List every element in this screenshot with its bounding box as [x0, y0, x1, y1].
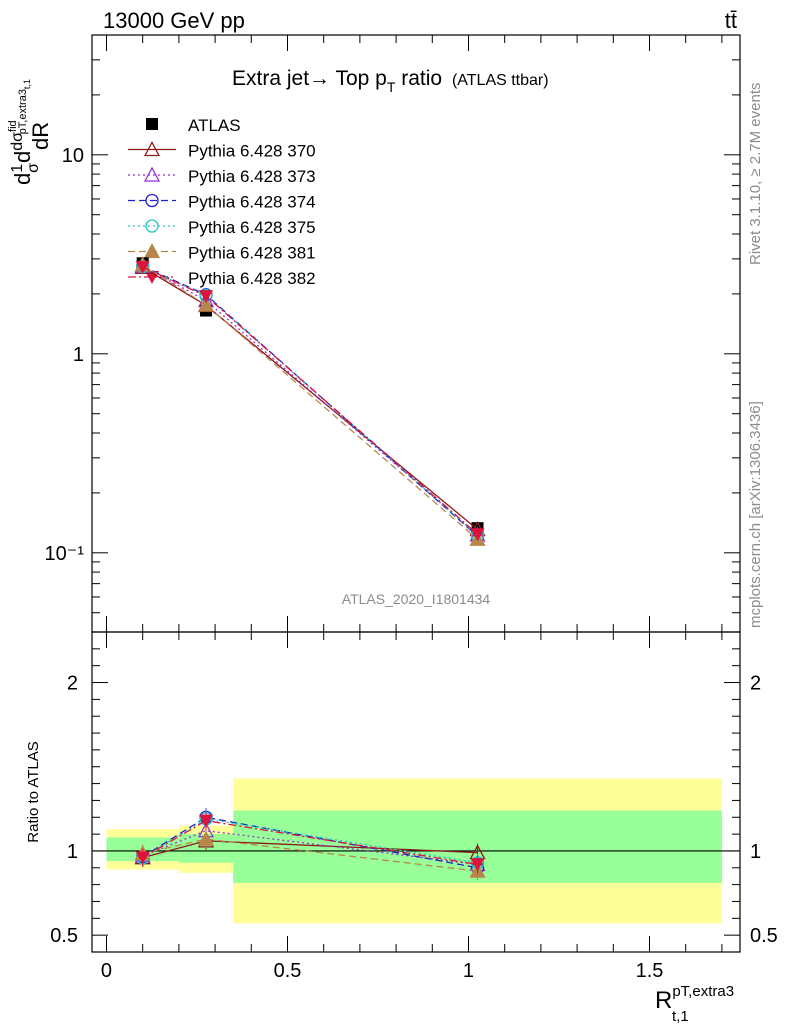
legend-label-4: Pythia 6.428 375 [188, 218, 316, 237]
ratio-ytick-label: 2 [67, 673, 78, 695]
ratio-ytick-label: 0.5 [50, 925, 78, 947]
legend: ATLAS Pythia 6.428 370 Pythia 6.428 373 Pyt… [128, 116, 316, 288]
x-axis-label: RpT,extra3 [655, 983, 734, 1014]
ratio-frame [91, 631, 741, 953]
rivet-label: Rivet 3.1.10, ≥ 2.7M events [747, 83, 764, 266]
xtick-label: 1 [463, 960, 474, 982]
ratio-point-5-1 [199, 814, 214, 828]
mcplots-label: mcplots.cern.ch [arXiv:1306.3436] [747, 401, 764, 628]
main-ytick-label: 10⁻¹ [45, 543, 85, 565]
main-line-5 [142, 264, 478, 540]
ratio-ytick-label-right: 2 [750, 673, 761, 695]
header-right: tt̄ [725, 8, 737, 33]
main-series [134, 256, 486, 546]
legend-marker-0 [146, 118, 158, 130]
legend-marker-6 [145, 271, 159, 284]
xtick-label: 1.5 [636, 960, 664, 982]
plot-title: Extra jet→ Top pT ratio (ATLAS ttbar) [232, 67, 549, 95]
ratio-ytick-label-right: 1 [750, 841, 761, 863]
main-point-5-1 [197, 296, 215, 312]
ratio-line-4 [142, 838, 478, 872]
legend-label-2: Pythia 6.428 373 [188, 167, 316, 186]
y-axis-label-main: d1σddσfidpT,extra3t,1 dR [7, 79, 53, 185]
legend-label-1: Pythia 6.428 370 [188, 142, 316, 161]
ratio-ytick-label: 1 [67, 841, 78, 863]
main-point-6-2 [470, 528, 485, 542]
tick-labels: 10⁻¹ 1 10 0.5 0.5 1 1 2 2 0 0.5 1 1.5 [45, 145, 778, 982]
legend-label-6: Pythia 6.428 382 [188, 269, 316, 288]
main-point-6-0 [135, 261, 150, 275]
legend-marker-5 [143, 243, 161, 259]
main-point-6-1 [199, 290, 214, 304]
main-line-2 [142, 265, 478, 536]
main-ytick-label: 1 [73, 344, 84, 366]
ratio-ytick-label-right: 0.5 [750, 925, 778, 947]
ratio-line-1 [142, 830, 478, 866]
y-axis-label-ratio: Ratio to ATLAS [25, 741, 42, 842]
ratio-point-5-2 [470, 858, 485, 872]
ratio-line-5 [142, 819, 478, 866]
svg-text:d1σddσfidpT,extra3t,1: d1σddσfidpT,extra3t,1 [7, 79, 42, 185]
main-line-6 [142, 266, 478, 535]
ratio-series [134, 808, 486, 881]
legend-marker-2 [143, 166, 161, 182]
main-ytick-label: 10 [62, 145, 84, 167]
legend-label-3: Pythia 6.428 374 [188, 193, 316, 212]
svg-text:dR: dR [28, 122, 53, 150]
ratio-bands [92, 778, 740, 924]
xtick-label: 0 [101, 960, 112, 982]
header-left: 13000 GeV pp [103, 8, 245, 33]
ratio-line-2 [142, 816, 478, 869]
legend-label-0: ATLAS [188, 116, 241, 135]
legend-marker-4 [145, 219, 159, 233]
x-axis-label-sub: t,1 [672, 1008, 689, 1024]
ratio-point-4-1 [197, 830, 215, 846]
legend-label-5: Pythia 6.428 381 [188, 244, 316, 263]
xtick-label: 0.5 [274, 960, 302, 982]
legend-marker-1 [143, 141, 161, 157]
ratio-point-5-0 [135, 851, 150, 865]
legend-marker-3 [145, 193, 159, 208]
analysis-watermark: ATLAS_2020_I1801434 [342, 591, 491, 607]
axis-ticks [92, 34, 740, 952]
